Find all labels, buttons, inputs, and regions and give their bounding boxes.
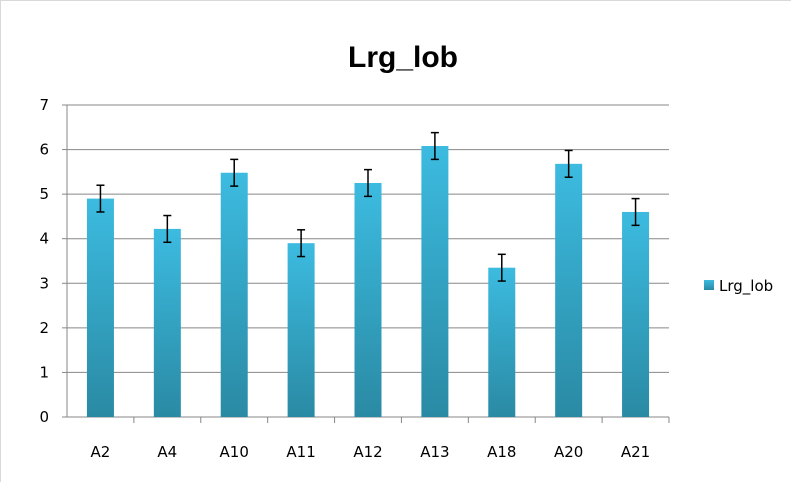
x-tick-label: A4 [157,443,177,461]
x-tick-label: A13 [420,443,449,461]
y-tick-label: 0 [39,408,49,426]
y-tick-label: 6 [39,141,49,159]
chart-title: Lrg_lob [348,41,458,74]
x-tick-label: A11 [286,443,315,461]
bars [86,146,650,417]
bar-a10 [220,172,248,417]
x-tick-label: A20 [554,443,583,461]
bar-a4 [153,228,181,417]
y-tick-label: 2 [39,319,49,337]
bar-a18 [488,267,516,417]
bar-a13 [421,146,449,417]
axis-labels: 0 1 2 3 4 5 6 7 A2 A4 A10 A11 A12 A13 A18 A20 A21 [39,96,650,461]
y-tick-label: 1 [39,363,49,381]
y-tick-label: 5 [39,185,49,203]
x-tick-label: A12 [353,443,382,461]
error-bars [96,131,640,282]
x-tick-label: A21 [621,443,650,461]
bar-a12 [354,183,382,417]
bar-a21 [622,211,650,417]
y-tick-label: 4 [39,230,49,248]
legend-label: Lrg_lob [719,277,773,296]
y-tick-label: 7 [39,96,49,114]
x-tick-label: A18 [487,443,516,461]
bar-a20 [555,163,583,417]
bar-a11 [287,243,315,417]
legend: Lrg_lob [704,277,773,296]
legend-swatch [704,280,714,290]
x-tick-label: A2 [91,443,111,461]
x-tick-label: A10 [220,443,249,461]
bar-a2 [86,198,114,417]
y-tick-label: 3 [39,274,49,292]
